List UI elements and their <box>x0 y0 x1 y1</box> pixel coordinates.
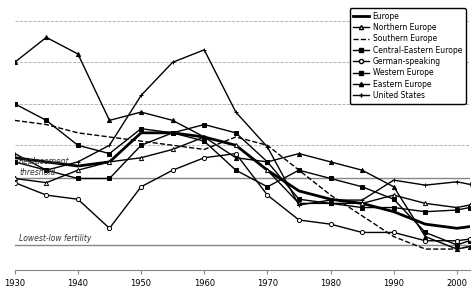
Legend: Europe, Northern Europe, Southern Europe, Central-Eastern Europe, German-speakin: Europe, Northern Europe, Southern Europe… <box>350 8 466 104</box>
Text: Replacement
threshold: Replacement threshold <box>19 157 70 177</box>
Text: Lowest-low fertility: Lowest-low fertility <box>19 234 91 243</box>
